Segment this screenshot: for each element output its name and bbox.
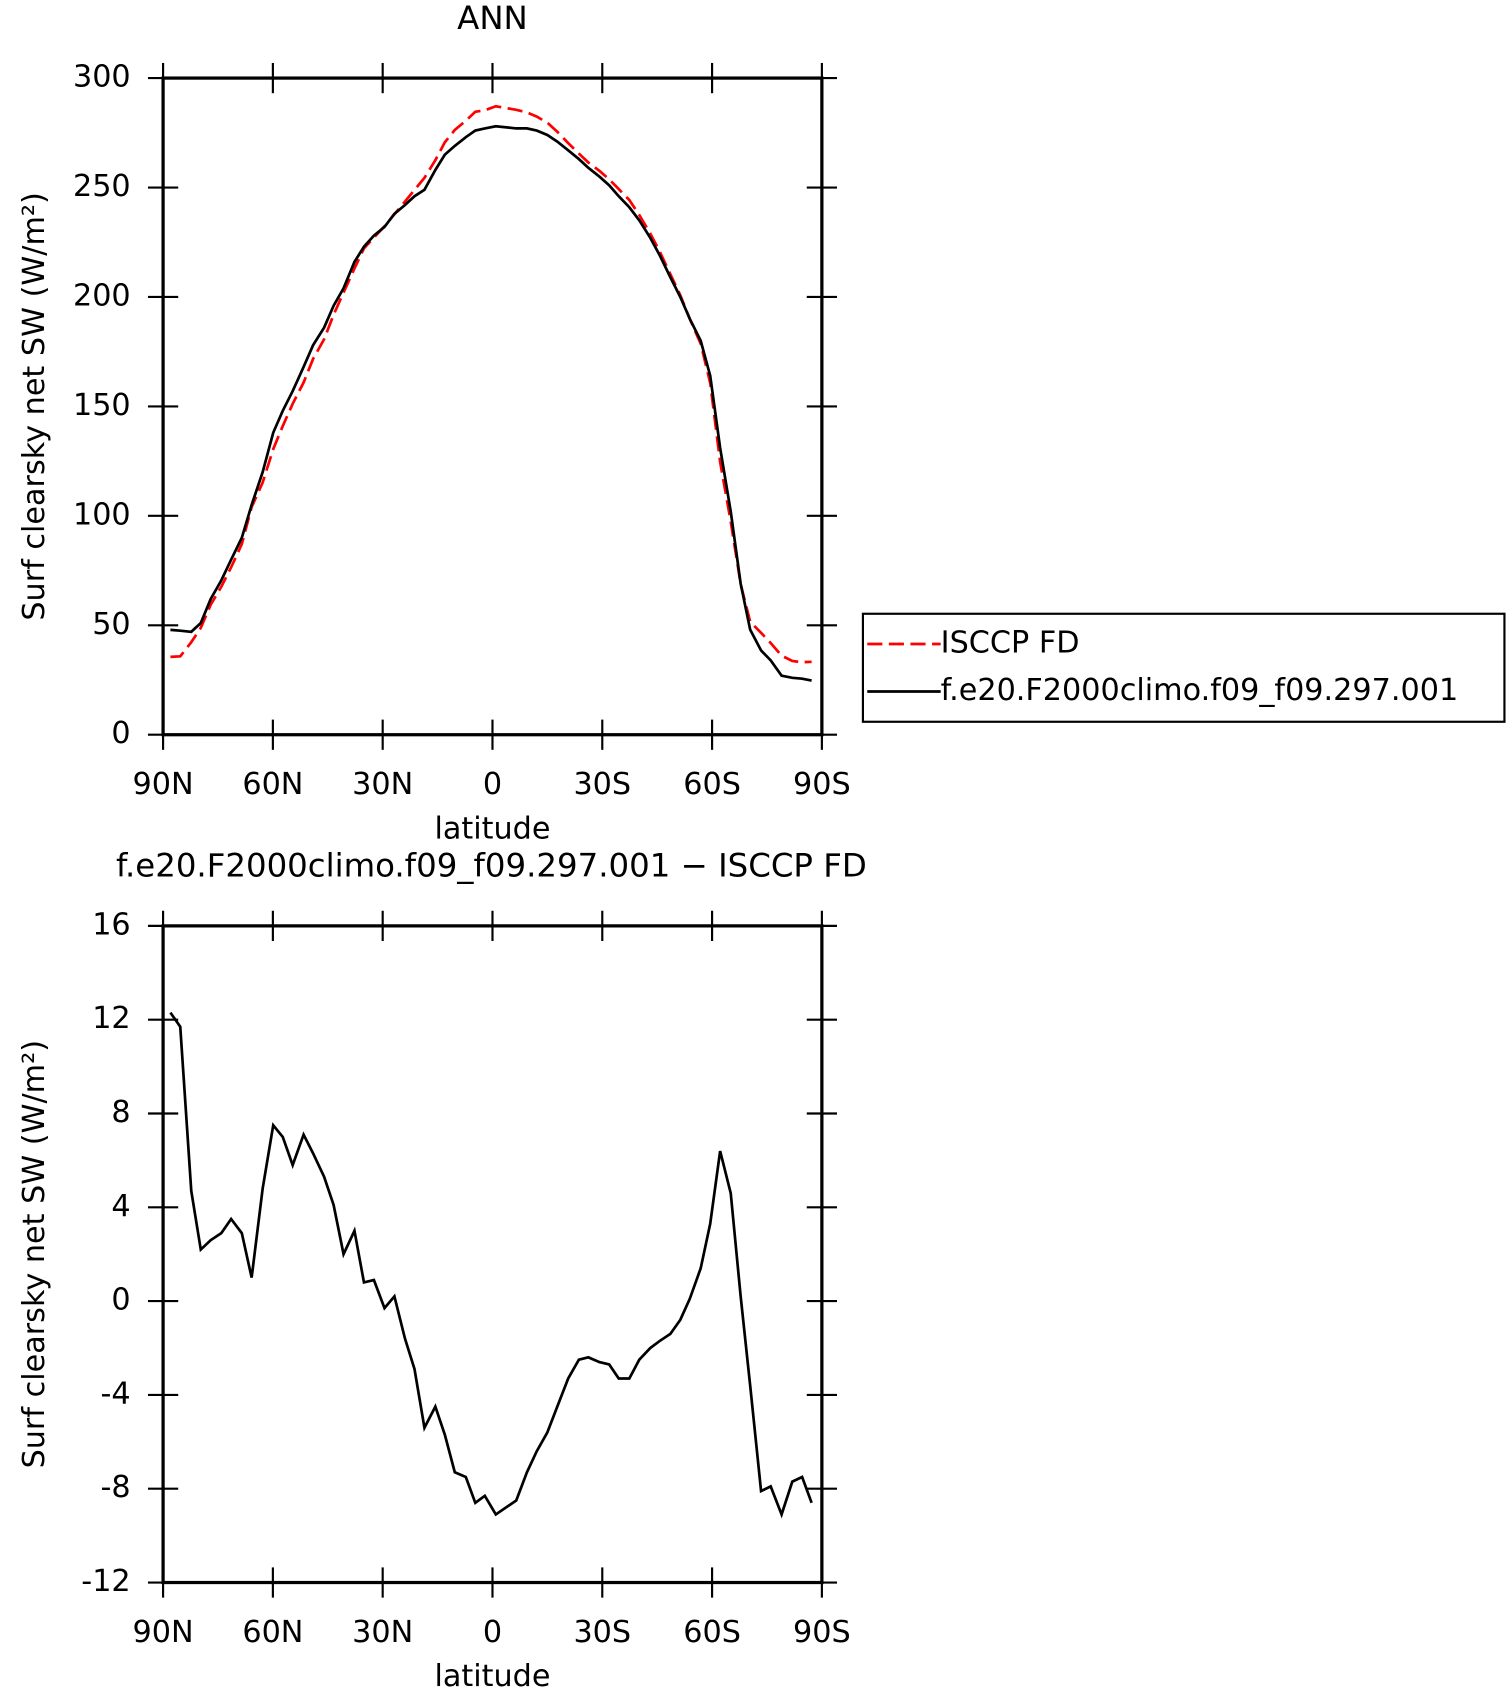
legend-label: ISCCP FD	[941, 626, 1080, 661]
x-tick-label: 60N	[242, 1615, 303, 1650]
y-tick-label: 16	[92, 907, 130, 942]
data-line	[170, 104, 812, 664]
y-tick-label: 50	[92, 607, 130, 642]
y-tick-label: 0	[111, 716, 130, 751]
y-tick-label: 4	[111, 1189, 130, 1224]
y-tick-label: 150	[73, 388, 131, 423]
x-tick-label: 90N	[133, 1615, 194, 1650]
data-line	[169, 1011, 813, 1519]
y-tick-label: 8	[111, 1095, 130, 1130]
x-tick-label: 60S	[683, 1615, 741, 1650]
data-line	[170, 124, 812, 682]
y-tick-label: 100	[73, 497, 131, 532]
x-tick-label: 30N	[352, 767, 413, 802]
x-tick-label: 0	[483, 767, 502, 802]
y-tick-label: 200	[73, 278, 131, 313]
x-axis-label: latitude	[434, 1659, 550, 1693]
y-tick-label: 12	[92, 1001, 130, 1036]
y-tick-label: 0	[111, 1283, 130, 1318]
x-tick-label: 30S	[573, 1615, 631, 1650]
y-tick-label: -8	[101, 1470, 131, 1505]
x-tick-label: 60S	[683, 767, 741, 802]
y-axis-label: Surf clearsky net SW (W/m²)	[17, 1040, 52, 1468]
x-tick-label: 30S	[573, 767, 631, 802]
y-tick-label: -4	[101, 1376, 131, 1411]
y-axis-label: Surf clearsky net SW (W/m²)	[17, 192, 52, 620]
plot-frame	[161, 76, 824, 737]
y-tick-label: 300	[73, 60, 131, 95]
x-axis-label: latitude	[434, 811, 550, 846]
x-tick-label: 0	[483, 1615, 502, 1650]
legend-label: f.e20.F2000climo.f09_f09.297.001	[941, 673, 1459, 708]
y-tick-label: 250	[73, 169, 131, 204]
x-tick-label: 30N	[352, 1615, 413, 1650]
chart-title: f.e20.F2000climo.f09_f09.297.001 − ISCCP…	[116, 847, 867, 885]
x-tick-label: 90S	[793, 1615, 851, 1650]
chart-title: ANN	[457, 0, 528, 37]
x-tick-label: 60N	[242, 767, 303, 802]
plot-frame	[161, 924, 824, 1585]
legend-box	[861, 612, 1506, 723]
y-tick-label: -12	[81, 1564, 130, 1599]
x-tick-label: 90N	[133, 767, 194, 802]
x-tick-label: 90S	[793, 767, 851, 802]
